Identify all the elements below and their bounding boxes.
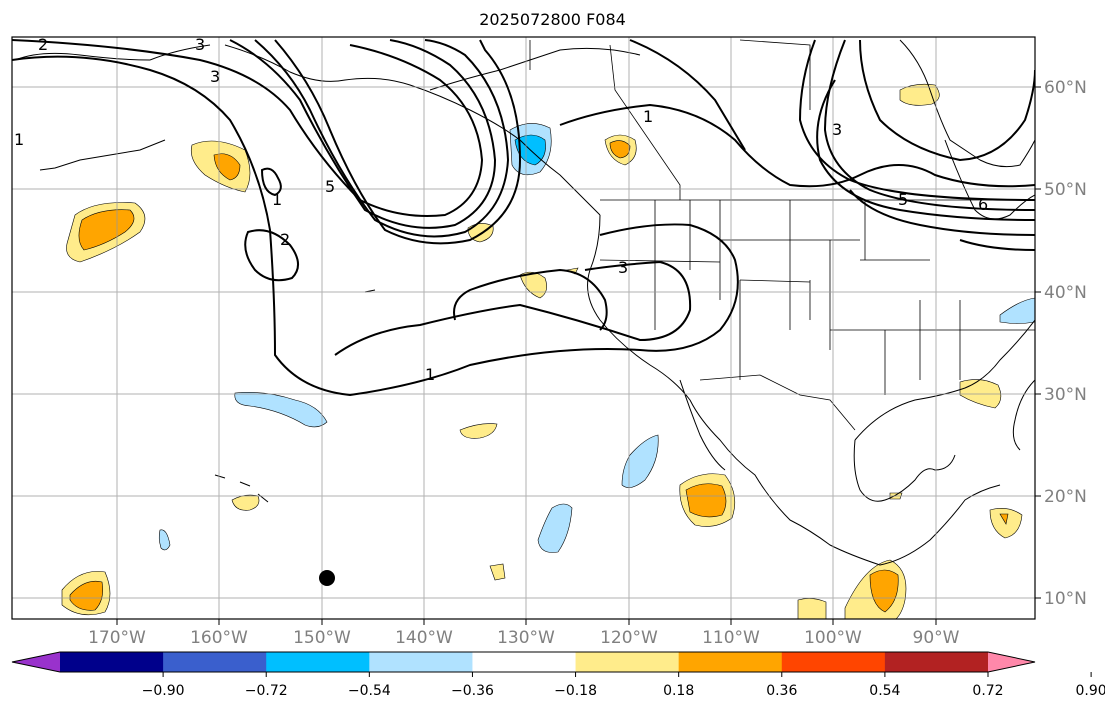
anomaly-blob <box>609 140 631 159</box>
anomaly-blob <box>489 563 506 581</box>
colorbar-tick-label: 0.18 <box>663 683 694 699</box>
map-frame <box>11 36 1036 620</box>
colorbar-tick-label: −0.90 <box>142 683 185 699</box>
colorbar: −0.90 −0.72 −0.54 −0.36 −0.18 0.18 0.36 0.54 0.7… <box>11 651 1105 699</box>
contour-label: 3 <box>195 35 205 54</box>
shaded-anomalies <box>61 83 1035 619</box>
colorbar-tick-label: −0.72 <box>245 683 288 699</box>
contour-label: 3 <box>210 67 220 86</box>
lat-label: 20°N <box>1044 487 1087 507</box>
contour-label: 1 <box>425 365 435 384</box>
anomaly-blob <box>621 434 659 488</box>
contour-line <box>798 39 1035 201</box>
coastlines <box>14 39 1035 566</box>
colorbar-extend-min <box>12 652 60 672</box>
contour-line <box>12 39 484 217</box>
contour-line <box>453 268 608 331</box>
map-title: 2025072800 F084 <box>479 10 626 29</box>
contour-label: 5 <box>898 190 908 209</box>
anomaly-blob <box>158 529 171 551</box>
lat-label: 30°N <box>1044 385 1087 405</box>
colorbar-segment <box>60 652 164 672</box>
colorbar-segment <box>472 652 577 672</box>
contour-line <box>244 229 299 282</box>
colorbar-tick-label: −0.18 <box>554 683 597 699</box>
colorbar-segment <box>266 652 370 672</box>
contour-label: 1 <box>14 130 24 149</box>
contour-line <box>274 39 522 245</box>
graticule <box>12 37 1035 619</box>
colorbar-tick-label: −0.36 <box>451 683 494 699</box>
lon-label: 100°W <box>804 628 862 648</box>
colorbar-segment <box>575 652 680 672</box>
contours <box>12 39 1035 397</box>
colorbar-segment <box>884 652 989 672</box>
anomaly-blob <box>234 392 328 428</box>
lat-label: 10°N <box>1044 589 1087 609</box>
anomaly-blob <box>537 503 573 553</box>
colorbar-tick-label: −0.54 <box>348 683 391 699</box>
contour-line <box>849 189 1035 236</box>
contour-labels: 2 3 1 3 5 1 2 1 3 1 3 5 6 <box>14 35 988 384</box>
lon-label: 90°W <box>913 628 960 648</box>
anomaly-blob <box>459 423 498 439</box>
anomaly-blob <box>999 513 1009 525</box>
contour-line <box>629 39 746 151</box>
contour-line <box>559 103 1035 188</box>
colorbar-tick-label: 0.36 <box>766 683 797 699</box>
lon-label: 150°W <box>293 628 351 648</box>
contour-line <box>254 39 510 238</box>
colorbar-segment <box>369 652 473 672</box>
colorbar-segment <box>163 652 267 672</box>
colorbar-tick-label: 0.90 <box>1076 683 1105 699</box>
anomaly-blob <box>78 209 135 251</box>
contour-line <box>260 167 282 197</box>
political-borders <box>529 39 1035 431</box>
marker-dot <box>319 570 335 586</box>
colorbar-extend-max <box>988 652 1035 672</box>
lon-label: 130°W <box>497 628 555 648</box>
colorbar-segments <box>11 651 1036 673</box>
colorbar-outline <box>11 651 1036 673</box>
anomaly-blob <box>685 483 727 518</box>
contour-line <box>229 39 497 229</box>
lon-label: 160°W <box>190 628 248 648</box>
contour-label: 3 <box>832 120 842 139</box>
lon-label: 110°W <box>702 628 760 648</box>
colorbar-segment <box>781 652 886 672</box>
lon-label: 140°W <box>395 628 453 648</box>
colorbar-segment <box>678 652 783 672</box>
contour-label: 2 <box>280 230 290 249</box>
colorbar-tick-label: 0.54 <box>869 683 900 699</box>
contour-label: 6 <box>978 195 988 214</box>
contour-label: 5 <box>325 177 335 196</box>
lon-label: 120°W <box>600 628 658 648</box>
latitude-labels: 60°N 50°N 40°N 30°N 20°N 10°N <box>1044 78 1087 609</box>
contour-label: 1 <box>643 107 653 126</box>
contour-line <box>334 260 692 356</box>
tick-marks <box>116 86 1041 625</box>
contour-label: 3 <box>618 258 628 277</box>
colorbar-tick-label: 0.72 <box>972 683 1003 699</box>
contour-line <box>12 55 739 397</box>
contour-line <box>859 39 1035 162</box>
colorbar-ticks: −0.90 −0.72 −0.54 −0.36 −0.18 0.18 0.36 0.54 0.7… <box>142 672 1105 699</box>
anomaly-blob <box>869 569 899 613</box>
contour-label: 1 <box>272 190 282 209</box>
contour-label: 2 <box>38 35 48 54</box>
lat-label: 50°N <box>1044 180 1087 200</box>
anomaly-blob <box>69 581 103 611</box>
lon-label: 170°W <box>88 628 146 648</box>
longitude-labels: 170°W 160°W 150°W 140°W 130°W 120°W 110°… <box>88 628 960 648</box>
lat-label: 60°N <box>1044 78 1087 98</box>
anomaly-blob <box>999 297 1035 324</box>
contour-line <box>959 239 1035 251</box>
anomaly-blob <box>797 598 827 619</box>
lat-label: 40°N <box>1044 283 1087 303</box>
